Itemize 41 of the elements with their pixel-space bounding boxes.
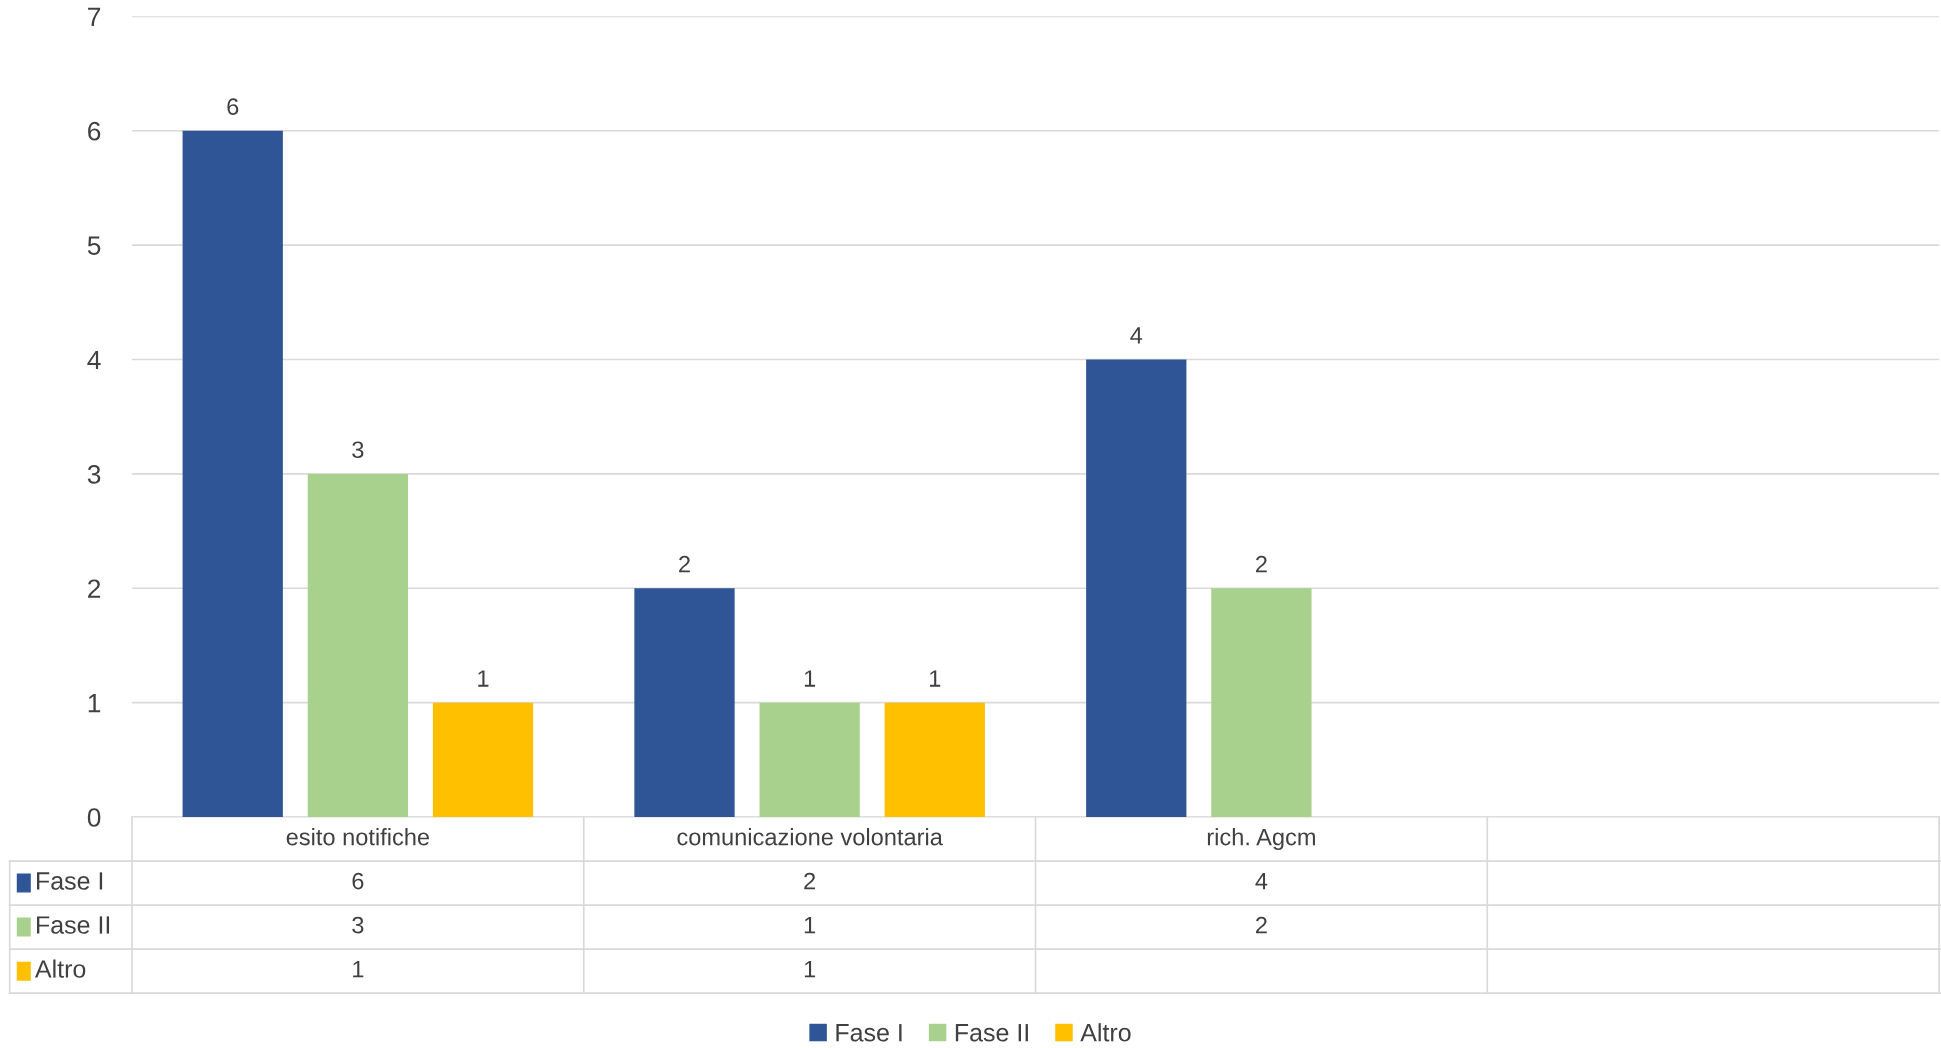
y-tick-label: 1 [88, 694, 101, 713]
y-tick-label: 6 [88, 121, 101, 141]
legend-label: Fase I [36, 872, 103, 890]
bar [634, 588, 735, 818]
bar [432, 702, 534, 818]
data-label: 1 [930, 670, 941, 687]
y-tick-label: 4 [87, 350, 101, 370]
x-tick-label: rich. Agcm [1207, 828, 1315, 851]
text: 1 [804, 961, 816, 978]
data-label: 2 [1256, 555, 1267, 573]
legend-label: Altro [1080, 1023, 1131, 1042]
data-label: 4 [1130, 327, 1143, 344]
text: 6 [352, 872, 364, 890]
x-tick-label: comunicazione volontaria [677, 828, 943, 846]
text: 3 [352, 916, 364, 934]
data-label: 2 [679, 555, 690, 573]
text: 1 [804, 916, 816, 934]
bar [1211, 588, 1312, 818]
y-tick-label: 7 [88, 7, 101, 26]
data-label: 1 [478, 670, 489, 687]
text: 2 [804, 872, 816, 890]
text: 2 [1256, 916, 1267, 934]
text: Altro [34, 959, 86, 978]
text: 4 [1255, 872, 1268, 890]
text: Fase I [836, 1024, 902, 1042]
data-label: 6 [227, 98, 239, 115]
bar [1086, 359, 1187, 818]
text: 1 [353, 961, 364, 978]
y-tick-label: 5 [87, 236, 101, 255]
text: Fase II [36, 916, 110, 934]
y-tick-label: 0 [87, 808, 101, 827]
data-label: 1 [804, 670, 816, 687]
data-label: 3 [352, 441, 364, 459]
y-tick-label: 2 [88, 579, 101, 598]
bar [182, 130, 283, 818]
bar [884, 702, 985, 818]
x-tick-label: esito notifiche [286, 828, 430, 846]
y-tick-label: 3 [87, 465, 101, 484]
bar [307, 473, 409, 818]
legend-label: Fase II [955, 1024, 1028, 1042]
bar [759, 702, 860, 818]
